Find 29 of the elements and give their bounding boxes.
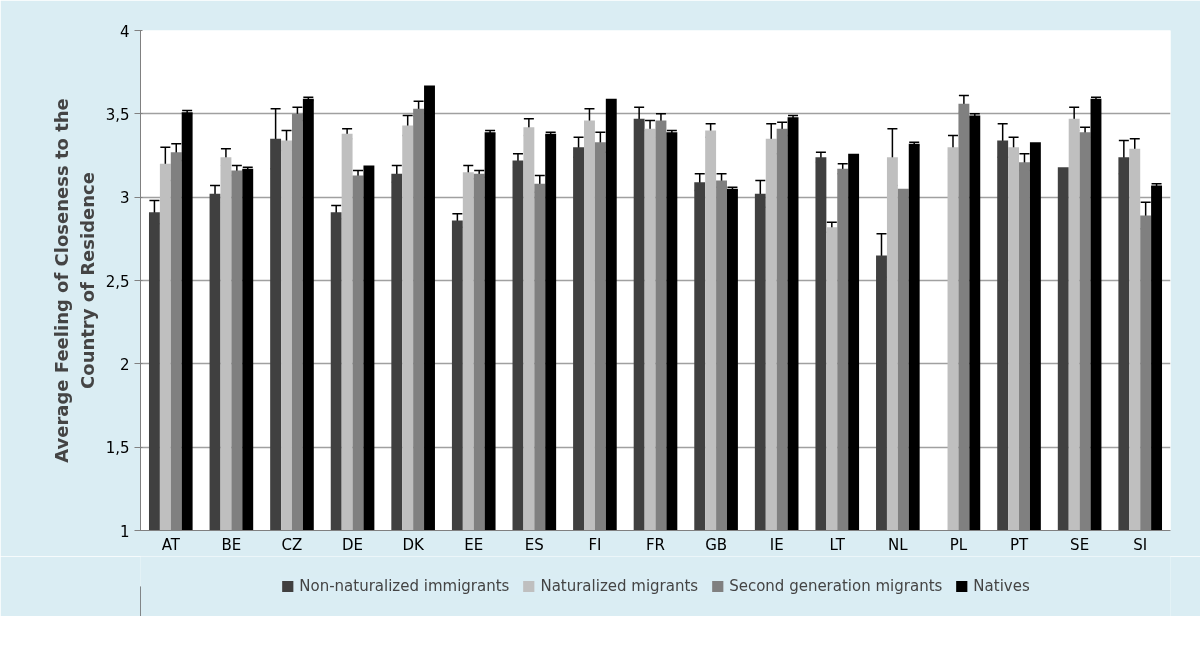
y-tick-label: 3,5 xyxy=(105,105,130,124)
x-tick-label: GB xyxy=(705,535,728,554)
legend-label: Non-naturalized immigrants xyxy=(299,577,510,595)
x-tick-label: LT xyxy=(829,535,846,554)
x-tick-label: DK xyxy=(402,535,425,554)
legend-label: Second generation migrants xyxy=(729,577,943,595)
x-tick-label: BE xyxy=(221,535,242,554)
legend-label: Naturalized migrants xyxy=(540,577,699,595)
x-tick-label: IE xyxy=(769,535,784,554)
x-tick-label: SE xyxy=(1070,535,1090,554)
x-tick-label: ES xyxy=(524,535,544,554)
x-tick-label: NL xyxy=(888,535,909,554)
x-tick-label: AT xyxy=(161,535,181,554)
x-tick-label: EE xyxy=(464,535,484,554)
y-tick-label: 3 xyxy=(119,189,130,208)
y-tick-label: 2 xyxy=(119,355,130,374)
x-tick-label: FR xyxy=(645,535,666,554)
y-tick-label: 2,5 xyxy=(105,272,130,291)
x-tick-label: SI xyxy=(1133,535,1148,554)
y-tick-label: 1,5 xyxy=(105,439,130,458)
legend-label: Natives xyxy=(973,577,1030,595)
y-axis-title: Average Feeling of Closeness to the Country of Residence xyxy=(51,98,98,463)
y-tick-label: 1 xyxy=(119,522,130,541)
x-tick-label: PL xyxy=(949,535,968,554)
x-tick-label: CZ xyxy=(281,535,303,554)
x-tick-label: DE xyxy=(342,535,364,554)
x-tick-label: PT xyxy=(1009,535,1029,554)
y-tick-label: 4 xyxy=(119,22,130,41)
x-tick-label: FI xyxy=(588,535,602,554)
